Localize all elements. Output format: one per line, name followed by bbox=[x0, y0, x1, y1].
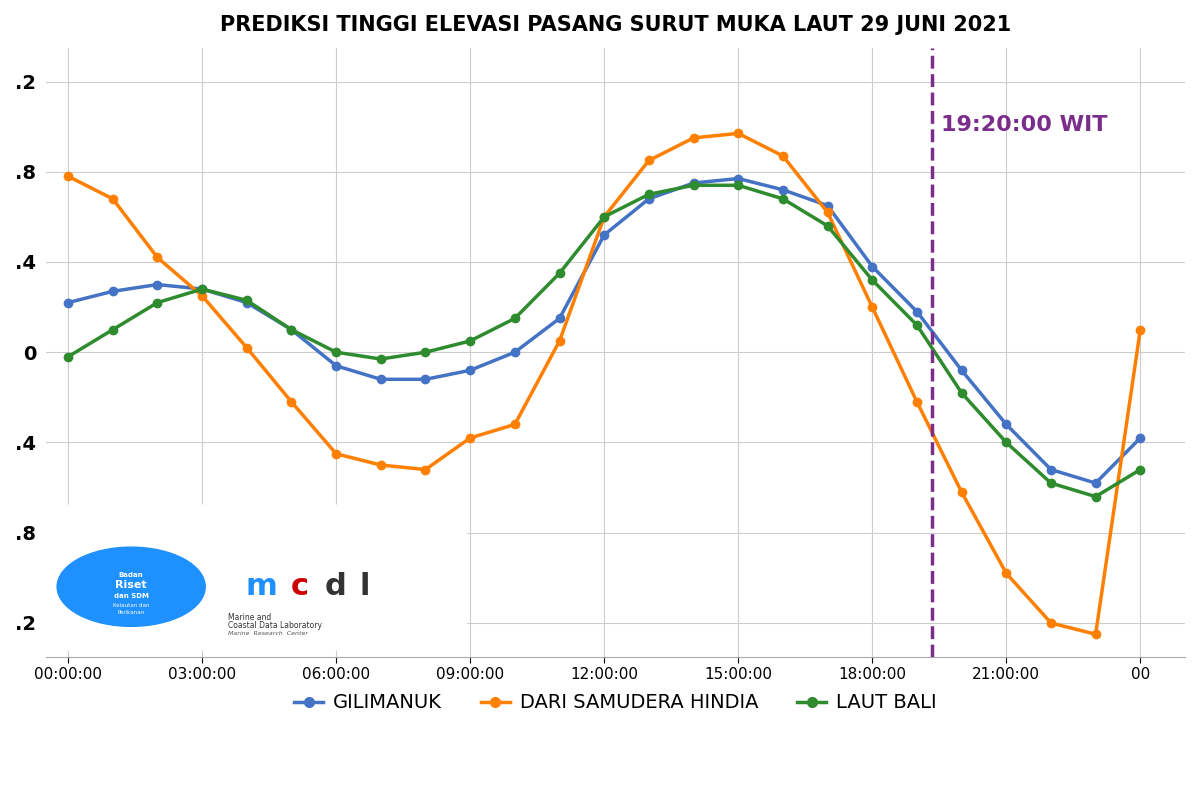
Text: Badan: Badan bbox=[119, 571, 144, 578]
GILIMANUK bbox=[865, 262, 880, 271]
LAUT BALI bbox=[775, 194, 790, 204]
LAUT BALI bbox=[865, 275, 880, 285]
DARI SAMUDERA HINDIA bbox=[552, 336, 566, 346]
DARI SAMUDERA HINDIA bbox=[642, 156, 656, 166]
GILIMANUK bbox=[1088, 478, 1103, 488]
DARI SAMUDERA HINDIA bbox=[240, 343, 254, 353]
DARI SAMUDERA HINDIA bbox=[775, 151, 790, 161]
DARI SAMUDERA HINDIA bbox=[419, 465, 433, 474]
LAUT BALI bbox=[596, 212, 611, 222]
LAUT BALI bbox=[1000, 438, 1014, 447]
Line: DARI SAMUDERA HINDIA: DARI SAMUDERA HINDIA bbox=[64, 130, 1145, 638]
LAUT BALI bbox=[150, 298, 164, 307]
Text: d: d bbox=[325, 572, 347, 602]
GILIMANUK bbox=[596, 230, 611, 240]
Text: Marine and: Marine and bbox=[228, 613, 271, 622]
DARI SAMUDERA HINDIA bbox=[910, 397, 924, 406]
GILIMANUK bbox=[373, 374, 388, 384]
DARI SAMUDERA HINDIA bbox=[1044, 618, 1058, 628]
Text: Marine  Research  Center: Marine Research Center bbox=[228, 631, 308, 636]
GILIMANUK bbox=[329, 361, 343, 370]
LAUT BALI bbox=[642, 190, 656, 199]
DARI SAMUDERA HINDIA bbox=[686, 133, 701, 142]
DARI SAMUDERA HINDIA bbox=[731, 129, 745, 138]
Text: dan SDM: dan SDM bbox=[114, 593, 149, 599]
Text: Perikanan: Perikanan bbox=[118, 610, 145, 615]
Text: 19:20:00 WIT: 19:20:00 WIT bbox=[941, 115, 1108, 135]
LAUT BALI bbox=[106, 325, 120, 334]
GILIMANUK bbox=[284, 325, 299, 334]
LAUT BALI bbox=[954, 388, 968, 398]
DARI SAMUDERA HINDIA bbox=[61, 171, 76, 181]
GILIMANUK bbox=[1000, 420, 1014, 430]
LAUT BALI bbox=[329, 347, 343, 357]
GILIMANUK bbox=[1133, 433, 1147, 442]
Text: m: m bbox=[245, 572, 277, 602]
DARI SAMUDERA HINDIA bbox=[865, 302, 880, 312]
DARI SAMUDERA HINDIA bbox=[1088, 630, 1103, 639]
DARI SAMUDERA HINDIA bbox=[821, 207, 835, 217]
LAUT BALI bbox=[240, 295, 254, 305]
DARI SAMUDERA HINDIA bbox=[508, 420, 522, 430]
GILIMANUK bbox=[686, 178, 701, 188]
DARI SAMUDERA HINDIA bbox=[1000, 569, 1014, 578]
Circle shape bbox=[58, 547, 205, 626]
LAUT BALI bbox=[686, 181, 701, 190]
LAUT BALI bbox=[910, 320, 924, 330]
LAUT BALI bbox=[552, 269, 566, 278]
DARI SAMUDERA HINDIA bbox=[106, 194, 120, 204]
GILIMANUK bbox=[194, 284, 209, 294]
LAUT BALI bbox=[194, 284, 209, 294]
GILIMANUK bbox=[240, 298, 254, 307]
DARI SAMUDERA HINDIA bbox=[194, 291, 209, 301]
GILIMANUK bbox=[731, 174, 745, 183]
Line: GILIMANUK: GILIMANUK bbox=[64, 174, 1145, 487]
Title: PREDIKSI TINGGI ELEVASI PASANG SURUT MUKA LAUT 29 JUNI 2021: PREDIKSI TINGGI ELEVASI PASANG SURUT MUK… bbox=[220, 15, 1010, 35]
DARI SAMUDERA HINDIA bbox=[954, 487, 968, 497]
GILIMANUK bbox=[419, 374, 433, 384]
LAUT BALI bbox=[419, 347, 433, 357]
GILIMANUK bbox=[821, 201, 835, 210]
Text: Kelautan dan: Kelautan dan bbox=[113, 602, 150, 607]
GILIMANUK bbox=[150, 280, 164, 290]
FancyBboxPatch shape bbox=[46, 505, 467, 650]
LAUT BALI bbox=[1133, 465, 1147, 474]
LAUT BALI bbox=[1044, 478, 1058, 488]
DARI SAMUDERA HINDIA bbox=[596, 212, 611, 222]
GILIMANUK bbox=[552, 314, 566, 323]
Text: l: l bbox=[359, 572, 370, 602]
LAUT BALI bbox=[508, 314, 522, 323]
GILIMANUK bbox=[463, 366, 478, 375]
GILIMANUK bbox=[508, 347, 522, 357]
DARI SAMUDERA HINDIA bbox=[463, 433, 478, 442]
Legend: GILIMANUK, DARI SAMUDERA HINDIA, LAUT BALI: GILIMANUK, DARI SAMUDERA HINDIA, LAUT BA… bbox=[287, 686, 944, 720]
GILIMANUK bbox=[910, 307, 924, 317]
LAUT BALI bbox=[284, 325, 299, 334]
LAUT BALI bbox=[61, 352, 76, 362]
DARI SAMUDERA HINDIA bbox=[284, 397, 299, 406]
Text: Riset: Riset bbox=[115, 580, 146, 590]
Text: c: c bbox=[290, 572, 308, 602]
Text: Coastal Data Laboratory: Coastal Data Laboratory bbox=[228, 621, 322, 630]
GILIMANUK bbox=[775, 185, 790, 194]
LAUT BALI bbox=[463, 336, 478, 346]
GILIMANUK bbox=[642, 194, 656, 204]
DARI SAMUDERA HINDIA bbox=[150, 253, 164, 262]
Line: LAUT BALI: LAUT BALI bbox=[64, 181, 1145, 501]
DARI SAMUDERA HINDIA bbox=[329, 449, 343, 458]
LAUT BALI bbox=[731, 181, 745, 190]
GILIMANUK bbox=[954, 366, 968, 375]
LAUT BALI bbox=[821, 221, 835, 230]
LAUT BALI bbox=[1088, 492, 1103, 502]
DARI SAMUDERA HINDIA bbox=[373, 460, 388, 470]
DARI SAMUDERA HINDIA bbox=[1133, 325, 1147, 334]
GILIMANUK bbox=[106, 286, 120, 296]
GILIMANUK bbox=[61, 298, 76, 307]
GILIMANUK bbox=[1044, 465, 1058, 474]
LAUT BALI bbox=[373, 354, 388, 364]
